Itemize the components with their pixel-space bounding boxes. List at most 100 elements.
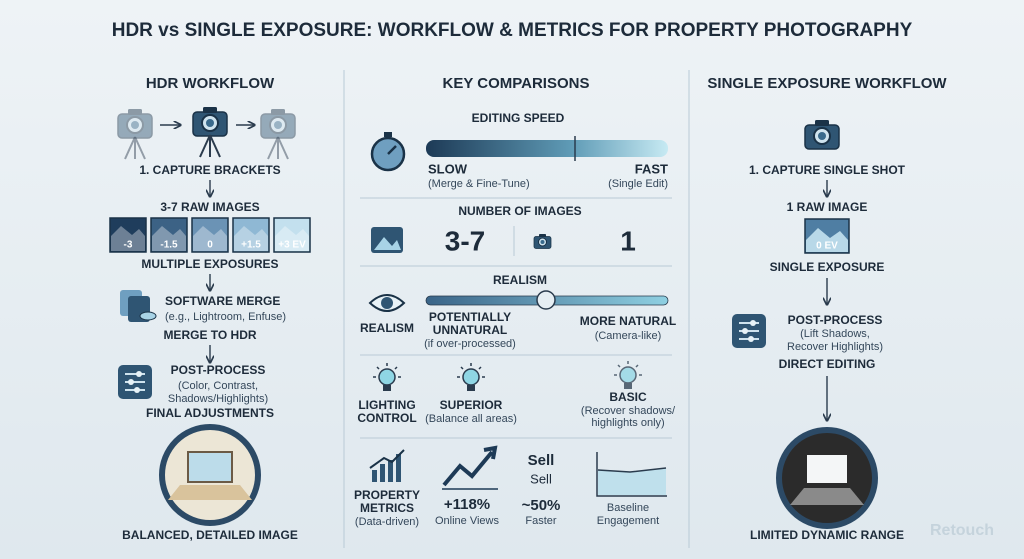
row-label: METRICS: [360, 501, 414, 515]
step-title: SOFTWARE MERGE: [165, 294, 280, 308]
result-image: [776, 427, 878, 529]
metrics-icon-part: [372, 470, 377, 482]
camera-icon: [533, 233, 552, 249]
realism-label: MORE NATURAL: [580, 314, 676, 328]
camera-icon: [260, 108, 296, 139]
trend-icon-part: [442, 450, 494, 487]
eye-icon: [368, 294, 406, 312]
image-count: 1: [620, 225, 636, 256]
realism-note: (if over-processed): [424, 338, 516, 350]
lighting-label: SUPERIOR: [440, 398, 503, 412]
exposure-label: 0 EV: [816, 241, 838, 252]
row-label: (Data-driven): [355, 516, 419, 528]
metric-value: ~50%: [522, 497, 561, 514]
trend-icon: [442, 445, 498, 490]
section-title: REALISM: [493, 273, 547, 287]
camera-icon: [192, 106, 228, 137]
row-label: REALISM: [360, 321, 414, 335]
comparisons-column: KEY COMPARISONS EDITING SPEED SLOW (Merg…: [354, 75, 676, 528]
speed-note: (Merge & Fine-Tune): [428, 178, 530, 190]
step-label: 1 RAW IMAGE: [787, 200, 868, 214]
metric-value: +118%: [444, 496, 490, 513]
metric-value: Sell: [530, 471, 552, 486]
result-image-part: [807, 455, 847, 483]
step-label: 1. CAPTURE SINGLE SHOT: [749, 163, 906, 177]
metrics-icon: [369, 449, 405, 482]
step-label: 1. CAPTURE BRACKETS: [139, 163, 280, 177]
realism-label: UNNATURAL: [433, 323, 507, 337]
step-label: MERGE TO HDR: [163, 328, 256, 342]
watermark: Retouch: [930, 522, 994, 539]
image-count: 3-7: [445, 225, 485, 256]
result-image-part: [168, 485, 252, 500]
step-label: SINGLE EXPOSURE: [770, 260, 885, 274]
thumbnail-mountain: [234, 226, 268, 251]
step-label: FINAL ADJUSTMENTS: [146, 406, 274, 420]
exposure-label: +1.5: [241, 240, 261, 251]
speed-label: FAST: [635, 161, 668, 176]
camera-icon: [117, 108, 153, 139]
lighting-note: highlights only): [591, 417, 664, 429]
exposure-label: 0: [207, 240, 213, 251]
metric-note: Online Views: [435, 515, 499, 527]
metrics-icon-part: [380, 464, 385, 482]
thumbnail-mountain: [193, 226, 227, 251]
eye-icon-part: [381, 297, 393, 309]
hdr-column: HDR WORKFLOW 1. CAPTURE BRACKETS 3-7 RAW…: [109, 75, 311, 542]
metric-note: Engagement: [597, 515, 659, 527]
baseline-icon: [596, 452, 667, 497]
step-label: DIRECT EDITING: [779, 357, 876, 371]
exposure-thumbnail: [273, 217, 311, 253]
exposure-thumbnail: [232, 217, 270, 253]
slider-knob: [536, 290, 556, 310]
exposure-label: -1.5: [160, 240, 178, 251]
baseline-icon-part: [596, 452, 667, 497]
lighting-note: (Recover shadows/: [581, 405, 676, 417]
metric-value: Sell: [528, 452, 555, 469]
result-label: LIMITED DYNAMIC RANGE: [750, 528, 904, 542]
heading: HDR WORKFLOW: [146, 75, 275, 92]
row-label: CONTROL: [357, 411, 416, 425]
exposure-thumbnail: [109, 217, 147, 253]
camera-icon: [804, 119, 840, 150]
result-image: [159, 424, 261, 526]
speed-bar: [426, 140, 668, 157]
exposure-thumbnail: [804, 218, 850, 254]
metrics-icon-part: [369, 449, 405, 469]
section-title: EDITING SPEED: [472, 111, 565, 125]
section-title: NUMBER OF IMAGES: [458, 204, 581, 218]
thumbnail-mountain: [275, 226, 309, 251]
step-note: (Lift Shadows,: [800, 328, 870, 340]
exposure-thumbnail: [150, 217, 188, 253]
single-column: SINGLE EXPOSURE WORKFLOW 1. CAPTURE SING…: [707, 75, 994, 542]
result-image-part: [790, 488, 864, 505]
title: HDR vs SINGLE EXPOSURE: WORKFLOW & METRI…: [112, 20, 913, 41]
step-label: MULTIPLE EXPOSURES: [141, 257, 278, 271]
baseline-icon-part: [597, 467, 667, 473]
step-label: 3-7 RAW IMAGES: [160, 200, 259, 214]
metrics-icon-part: [388, 460, 393, 482]
image-icon-part: [374, 237, 401, 250]
lighting-note: (Balance all areas): [425, 413, 517, 425]
stopwatch-icon: [370, 132, 406, 172]
realism-label: POTENTIALLY: [429, 310, 511, 324]
image-icon: [371, 227, 403, 253]
stopwatch-icon-part: [384, 132, 392, 137]
merge-icon: [120, 290, 157, 322]
step-title: POST-PROCESS: [788, 313, 883, 327]
step-note: Recover Highlights): [787, 341, 883, 353]
heading: KEY COMPARISONS: [443, 75, 590, 92]
result-label: BALANCED, DETAILED IMAGE: [122, 528, 298, 542]
step-note: (e.g., Lightroom, Enfuse): [165, 311, 286, 323]
speed-label: SLOW: [428, 161, 468, 176]
metrics-icon-part: [396, 454, 401, 482]
step-note: Shadows/Highlights): [168, 393, 268, 405]
row-label: LIGHTING: [358, 398, 415, 412]
exposure-label: -3: [124, 240, 133, 251]
merge-icon-part: [139, 311, 157, 321]
row-label: PROPERTY: [354, 488, 420, 502]
post-icon: [117, 364, 153, 400]
thumbnail-mountain: [152, 226, 186, 251]
trend-icon-part: [483, 445, 498, 460]
